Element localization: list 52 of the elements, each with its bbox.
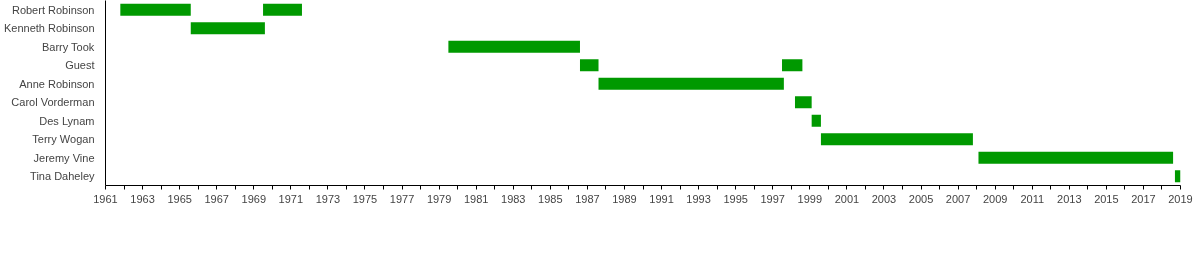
bar bbox=[190, 22, 265, 35]
x-tick-label: 1979 bbox=[426, 192, 452, 205]
y-tick-label: Tina Daheley bbox=[30, 170, 95, 183]
x-tick-label: 2001 bbox=[834, 192, 860, 205]
y-tick-label: Kenneth Robinson bbox=[3, 22, 95, 35]
x-tick-label: 1987 bbox=[575, 192, 600, 205]
x-tick-label: 2015 bbox=[1094, 192, 1119, 205]
y-tick-label: Terry Wogan bbox=[32, 133, 95, 146]
x-tick-label: 1993 bbox=[686, 192, 711, 205]
x-tick-label: 1965 bbox=[167, 192, 192, 205]
y-tick-label: Des Lynam bbox=[39, 114, 95, 127]
x-tick-label: 2007 bbox=[945, 192, 971, 205]
bar bbox=[978, 151, 1174, 164]
bar bbox=[120, 3, 191, 16]
y-tick-label: Jeremy Vine bbox=[33, 151, 95, 164]
x-tick-label: 2017 bbox=[1131, 192, 1156, 205]
x-tick-label: 2009 bbox=[982, 192, 1008, 205]
bar bbox=[782, 59, 803, 72]
y-tick-label: Anne Robinson bbox=[19, 77, 95, 90]
x-tick-label: 2013 bbox=[1057, 192, 1082, 205]
x-tick-label: 2011 bbox=[1020, 192, 1045, 205]
x-tick-label: 2003 bbox=[871, 192, 897, 205]
x-tick-label: 1983 bbox=[501, 192, 526, 205]
x-tick-label: 1969 bbox=[241, 192, 267, 205]
bar bbox=[794, 96, 812, 109]
y-tick-label: Carol Vorderman bbox=[11, 96, 95, 109]
x-tick-label: 1973 bbox=[315, 192, 341, 205]
y-tick-label: Barry Took bbox=[41, 40, 95, 53]
bar bbox=[598, 77, 784, 90]
x-tick-label: 1989 bbox=[612, 192, 637, 205]
bar bbox=[1174, 170, 1181, 183]
bar bbox=[448, 40, 580, 53]
x-tick-label: 2005 bbox=[908, 192, 934, 205]
x-tick-label: 1991 bbox=[649, 192, 674, 205]
x-tick-label: 1999 bbox=[797, 192, 823, 205]
x-tick-label: 1961 bbox=[93, 192, 118, 205]
x-tick-label: 1977 bbox=[389, 192, 415, 205]
x-tick-label: 1963 bbox=[130, 192, 155, 205]
x-tick-label: 1971 bbox=[278, 192, 304, 205]
x-tick-label: 1995 bbox=[723, 192, 748, 205]
y-tick-label: Robert Robinson bbox=[11, 3, 95, 16]
bar bbox=[811, 114, 821, 127]
bar bbox=[579, 59, 599, 72]
x-tick-label: 1985 bbox=[538, 192, 563, 205]
x-tick-label: 1967 bbox=[204, 192, 229, 205]
x-tick-label: 1975 bbox=[352, 192, 378, 205]
bar bbox=[263, 3, 302, 16]
x-tick-label: 1997 bbox=[760, 192, 785, 205]
x-tick-label: 2019 bbox=[1168, 192, 1193, 205]
y-tick-label: Guest bbox=[65, 59, 95, 72]
bar bbox=[820, 133, 973, 146]
x-tick-label: 1981 bbox=[463, 192, 489, 205]
